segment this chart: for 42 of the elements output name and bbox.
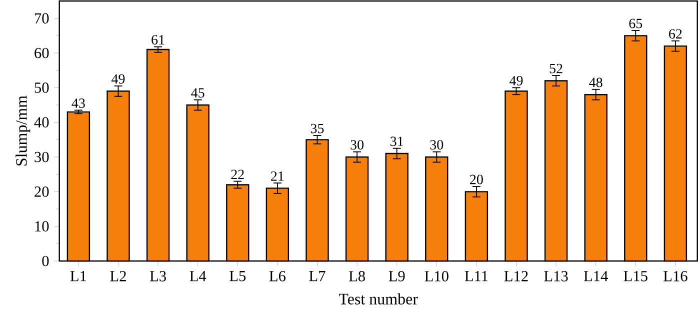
x-tick-label: L7 xyxy=(309,271,326,282)
x-tick-label: L15 xyxy=(624,271,648,282)
y-tick-label: 30 xyxy=(34,152,49,162)
y-tick-label: 70 xyxy=(34,13,49,24)
data-label: 21 xyxy=(271,171,284,181)
x-tick-label: L6 xyxy=(269,271,286,282)
data-label: 31 xyxy=(390,136,403,146)
data-label: 30 xyxy=(350,140,364,150)
x-tick-label: L9 xyxy=(388,271,405,282)
data-label: 61 xyxy=(152,35,164,45)
x-tick-label: L14 xyxy=(584,271,608,282)
x-tick-label: L10 xyxy=(424,271,448,282)
y-tick-label: 50 xyxy=(34,82,49,93)
data-label: 30 xyxy=(430,140,444,150)
x-tick-label: L11 xyxy=(464,271,488,282)
x-tick-label: L4 xyxy=(190,271,206,282)
data-label: 20 xyxy=(470,174,483,184)
y-tick-label: 0 xyxy=(42,256,49,266)
data-label: 35 xyxy=(310,124,324,134)
x-tick-label: L5 xyxy=(230,271,246,282)
y-tick-label: 20 xyxy=(34,186,49,197)
x-tick-label: L16 xyxy=(664,271,688,282)
x-tick-label: L8 xyxy=(348,271,365,282)
data-label: 62 xyxy=(669,29,682,39)
data-label: 48 xyxy=(589,78,602,88)
data-label: 65 xyxy=(629,18,642,28)
x-tick-label: L13 xyxy=(544,271,568,282)
y-tick-label: 60 xyxy=(34,48,49,58)
y-tick-label: 40 xyxy=(34,117,49,128)
data-label: 45 xyxy=(191,88,204,98)
data-label: 22 xyxy=(231,170,244,179)
x-tick-label: L2 xyxy=(110,271,126,282)
data-label: 43 xyxy=(72,98,85,108)
y-tick-label: 10 xyxy=(35,221,49,232)
x-tick-label: L1 xyxy=(70,271,86,282)
data-label: 49 xyxy=(112,74,125,84)
y-axis-title: Slump/mm xyxy=(16,96,30,166)
x-tick-label: L12 xyxy=(504,271,528,282)
x-tick-label: L3 xyxy=(150,271,166,282)
data-label: 52 xyxy=(550,64,562,74)
data-label: 49 xyxy=(510,76,523,86)
x-axis-title: Test number xyxy=(338,293,418,304)
